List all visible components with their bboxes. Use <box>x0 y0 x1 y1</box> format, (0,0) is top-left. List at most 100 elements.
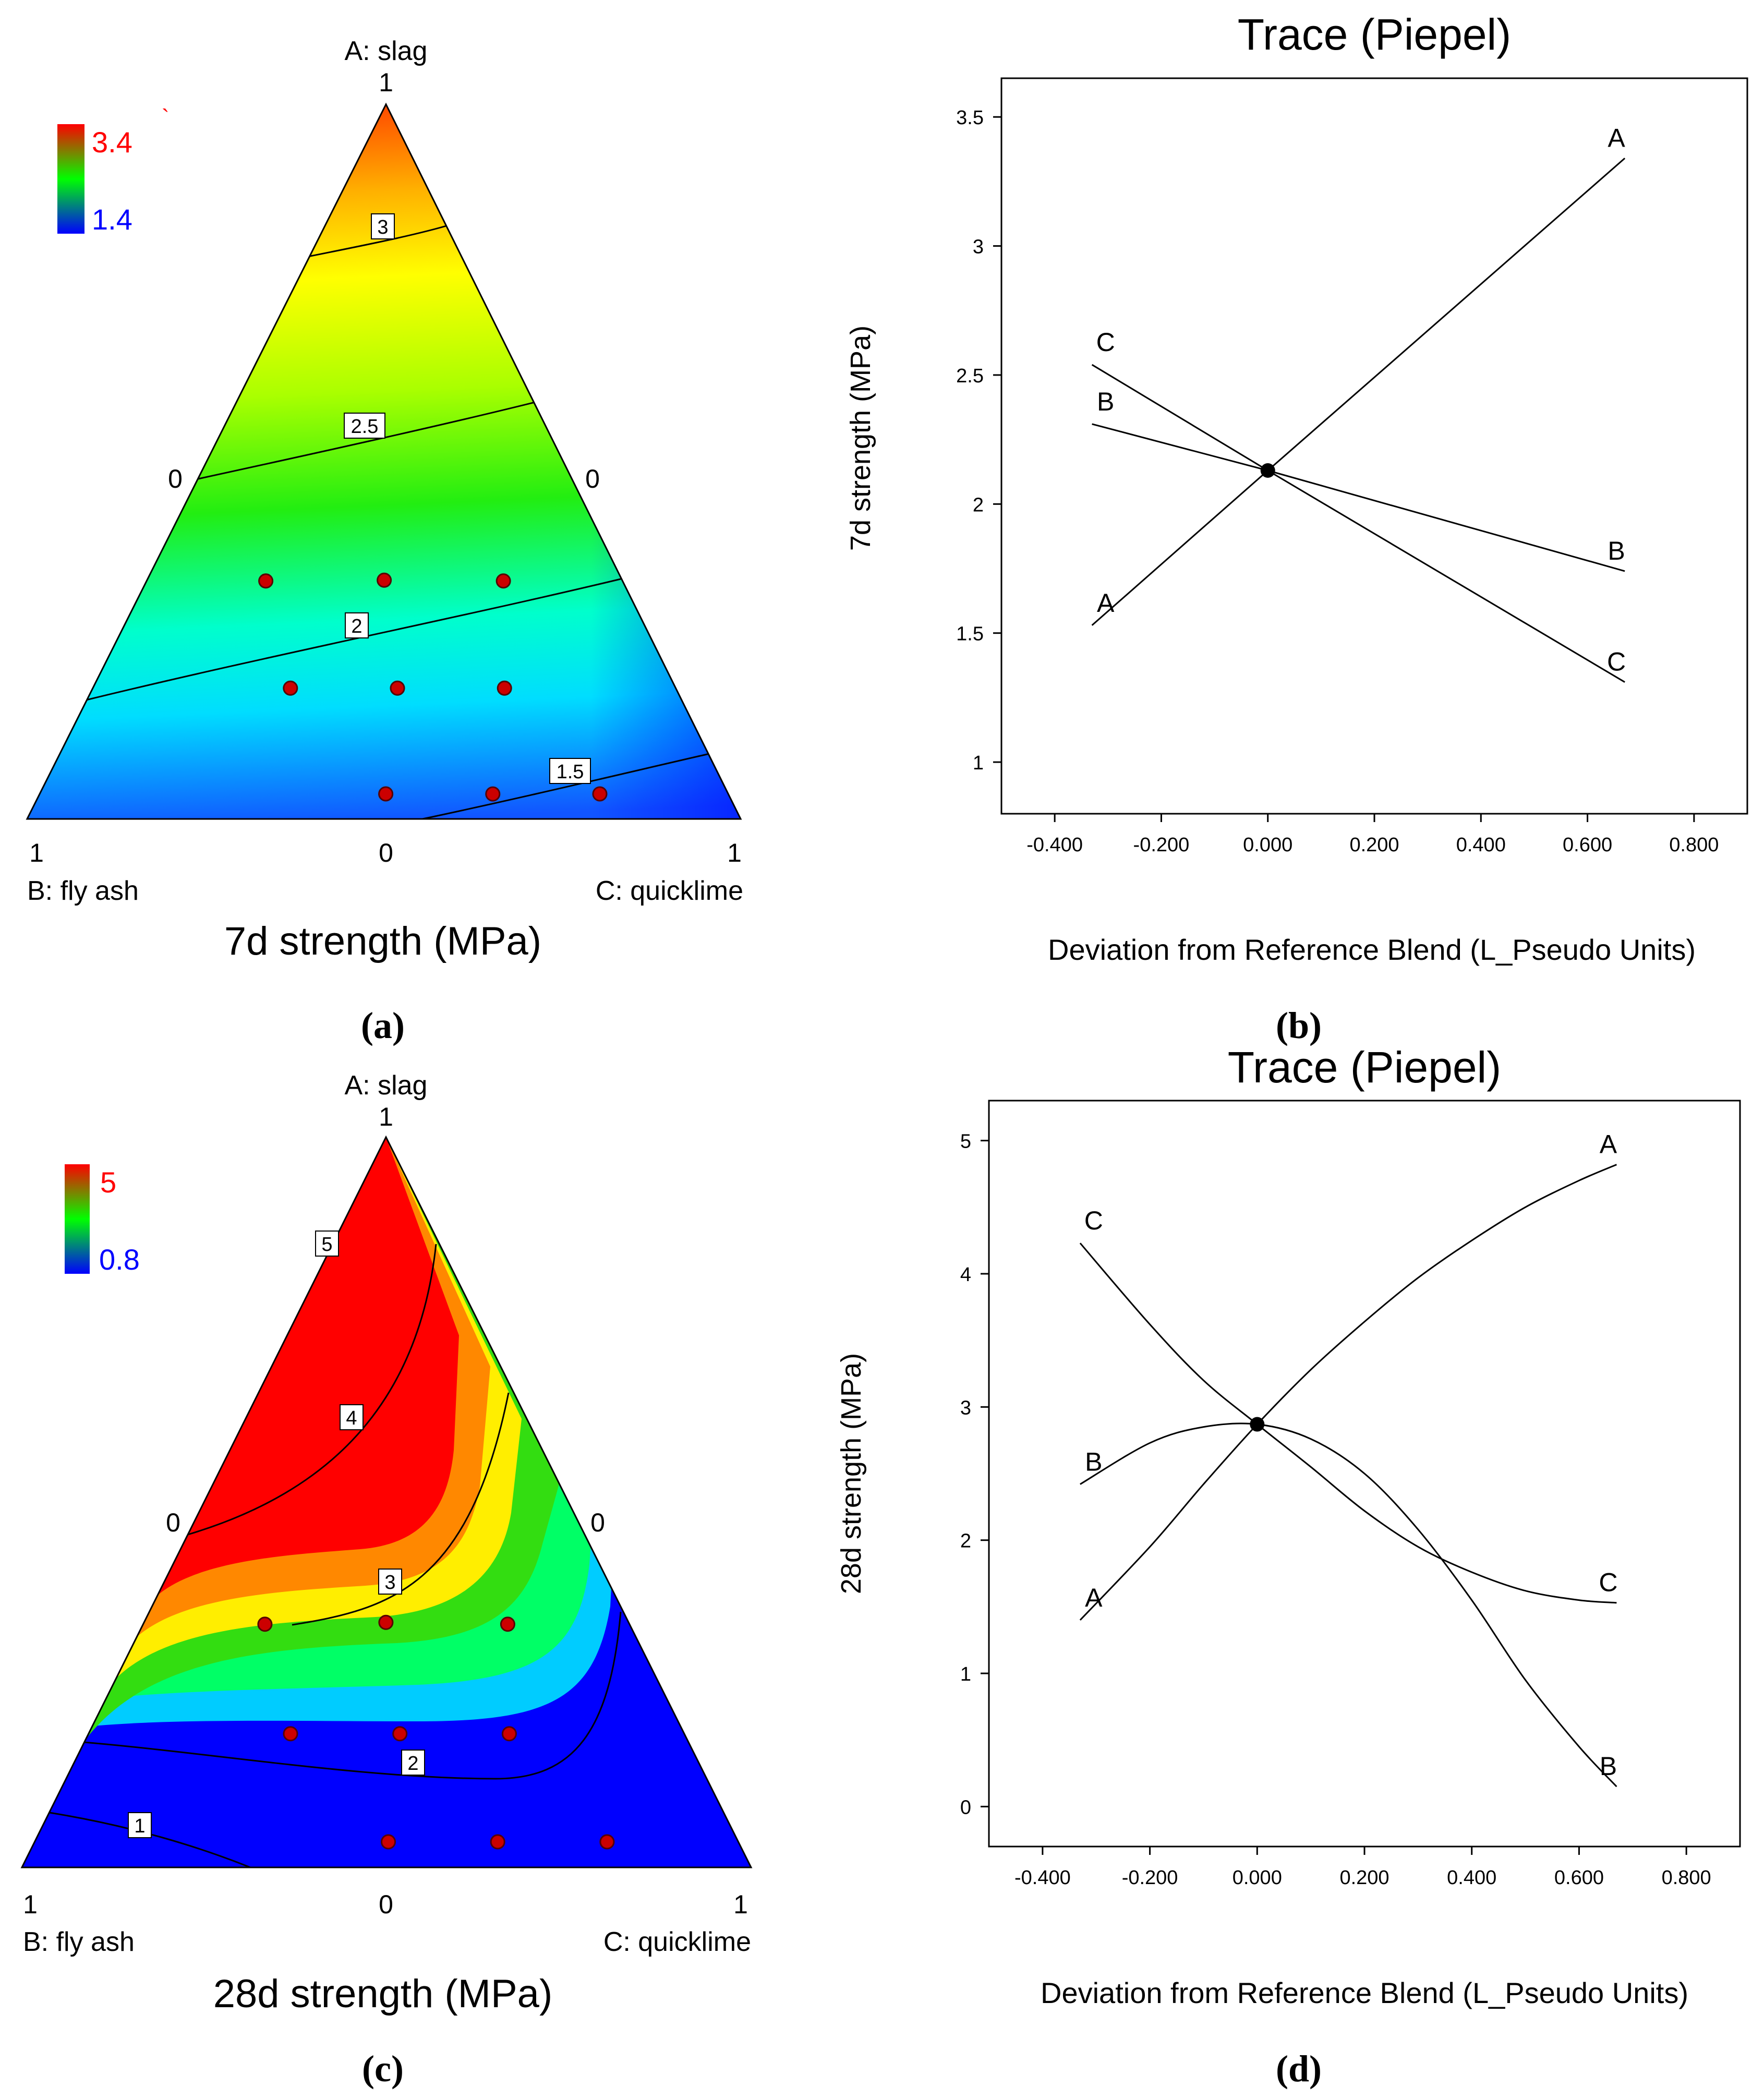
vertex-label-left: 1 <box>23 1890 38 1919</box>
series-line-c <box>1079 1242 1617 1604</box>
x-axis-label: Deviation from Reference Blend (L_Pseudo… <box>1048 933 1696 966</box>
x-axis-label: Deviation from Reference Blend (L_Pseudo… <box>1041 1976 1688 2009</box>
panel-a-ternary-7d: 3.4 1.4 ` 3 2.5 2 1.5 1 A: slag 0 0 1 0 <box>26 36 743 1046</box>
contour-label-3: 3 <box>384 1572 395 1594</box>
y-axis-label: 7d strength (MPa) <box>845 325 876 551</box>
x-tick-label: 0.000 <box>1243 834 1292 856</box>
chart-title: Trace (Piepel) <box>1228 1043 1501 1092</box>
colorbar <box>57 124 84 234</box>
design-point <box>500 1617 515 1632</box>
vertex-label-right-mid: 0 <box>585 464 600 493</box>
colorbar-min-label: 1.4 <box>92 203 132 236</box>
panel-label: (a) <box>361 1005 405 1046</box>
design-point <box>283 1726 298 1742</box>
vertex-label-right: 1 <box>727 838 742 867</box>
vertex-label-top: 1 <box>379 68 393 97</box>
reference-point <box>1250 1417 1265 1432</box>
design-point <box>377 572 392 588</box>
panel-b-trace-7d: Trace (Piepel) 1 1.5 2 2.5 3 3.5 -0.400 -0.200… <box>845 10 1748 1046</box>
series-label-start: B <box>1085 1447 1102 1476</box>
y-tick-label: 2 <box>973 494 984 516</box>
design-points <box>257 1614 615 1850</box>
y-tick-label: 1.5 <box>956 623 984 645</box>
panel-c-ternary-28d: 5 0.8 5 4 3 2 1 <box>20 1070 753 2090</box>
y-axis-label: 28d strength (MPa) <box>836 1353 867 1594</box>
series-line-a <box>1091 158 1626 626</box>
y-tick-label: 2.5 <box>956 365 984 387</box>
vertex-label-left-mid: 0 <box>168 464 183 493</box>
component-label-c: C: quicklime <box>603 1927 751 1957</box>
contour-labels: 3 2.5 2 1.5 <box>344 213 591 784</box>
colorbar-min-label: 0.8 <box>99 1243 140 1276</box>
ternary-title: 28d strength (MPa) <box>213 1972 553 2016</box>
design-point <box>490 1834 505 1850</box>
colorbar <box>65 1164 90 1274</box>
contour-label-5: 5 <box>321 1234 332 1256</box>
series-line-a <box>1079 1164 1617 1621</box>
component-label-b: B: fly ash <box>27 876 139 906</box>
panel-label: (d) <box>1276 2048 1322 2090</box>
y-tick-label: 3 <box>960 1397 971 1419</box>
component-label-a: A: slag <box>345 36 428 66</box>
trace-lines: A A B B C C <box>1079 1130 1617 1788</box>
contour-label-2: 2 <box>351 616 362 637</box>
series-label-end: B <box>1608 536 1625 565</box>
ternary-triangle <box>26 102 742 820</box>
design-point <box>390 680 405 696</box>
x-tick-label: -0.400 <box>1026 834 1083 856</box>
component-label-c: C: quicklime <box>596 876 743 906</box>
design-point <box>392 1726 408 1742</box>
design-point <box>378 786 394 802</box>
vertex-label-bottom-mid: 0 <box>379 1890 393 1919</box>
series-label-end: A <box>1600 1130 1617 1159</box>
series-label-end: A <box>1608 123 1625 152</box>
x-tick-label: -0.200 <box>1133 834 1190 856</box>
x-tick-label: 0.200 <box>1349 834 1399 856</box>
contour-label-1: 1 <box>134 1815 145 1837</box>
colorbar-max-label: 5 <box>100 1166 116 1199</box>
trace-lines: A A B B C C <box>1091 123 1626 683</box>
vertex-label-left: 1 <box>29 838 44 867</box>
series-label-end: C <box>1599 1568 1617 1597</box>
reference-point <box>1260 463 1275 478</box>
chart-title: Trace (Piepel) <box>1238 10 1511 59</box>
series-label-start: A <box>1085 1583 1103 1612</box>
contour-label-1-5: 1.5 <box>557 761 584 783</box>
x-tick-label: 0.600 <box>1563 834 1612 856</box>
colorbar-max-label: 3.4 <box>92 126 132 159</box>
contour-line <box>292 1392 510 1626</box>
y-tick-label: 5 <box>960 1131 971 1153</box>
series-line-c <box>1091 364 1625 683</box>
contour-label-3: 3 <box>377 216 388 238</box>
ternary-surface <box>22 1137 751 1867</box>
series-label-start: C <box>1096 328 1115 357</box>
vertex-label-top: 1 <box>379 1102 393 1131</box>
x-tick-label: 0.200 <box>1339 1867 1389 1889</box>
design-point <box>381 1834 396 1850</box>
component-label-b: B: fly ash <box>23 1927 135 1957</box>
contour-line <box>83 1611 622 1780</box>
vertex-label-right-mid: 0 <box>590 1508 605 1537</box>
ternary-surface <box>27 104 741 819</box>
vertex-label-bottom-mid: 0 <box>379 838 393 867</box>
contour-label-2: 2 <box>407 1753 418 1775</box>
contour-label-2-5: 2.5 <box>351 416 379 438</box>
x-tick-label: 0.800 <box>1662 1867 1711 1889</box>
colorbar-mark: ` <box>162 105 170 130</box>
contour-line <box>307 223 452 258</box>
panel-label: (c) <box>362 2048 404 2090</box>
vertex-label-right: 1 <box>733 1890 748 1919</box>
x-tick-label: 0.600 <box>1554 1867 1604 1889</box>
x-tick-label: 0.800 <box>1669 834 1719 856</box>
y-tick-label: 1 <box>960 1663 971 1685</box>
y-tick-label: 3 <box>973 236 984 258</box>
ternary-title: 7d strength (MPa) <box>224 919 541 963</box>
y-tick-label: 2 <box>960 1530 971 1552</box>
series-label-start: C <box>1084 1206 1103 1235</box>
y-tick-label: 3.5 <box>956 107 984 129</box>
y-axis: 1 1.5 2 2.5 3 3.5 <box>956 107 1001 774</box>
contour-labels: 5 4 3 2 1 <box>128 1231 425 1838</box>
plot-frame <box>1000 77 1748 815</box>
design-point <box>599 1834 615 1850</box>
